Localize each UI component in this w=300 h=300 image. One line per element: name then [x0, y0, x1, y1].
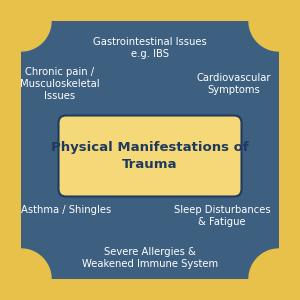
Bar — [21, 21, 279, 279]
Text: Sleep Disturbances
& Fatigue: Sleep Disturbances & Fatigue — [174, 205, 270, 227]
Text: Asthma / Shingles: Asthma / Shingles — [21, 205, 111, 215]
Text: Gastrointestinal Issues
e.g. IBS: Gastrointestinal Issues e.g. IBS — [93, 37, 207, 59]
Text: Physical Manifestations of
Trauma: Physical Manifestations of Trauma — [51, 141, 249, 171]
Polygon shape — [21, 21, 51, 51]
Polygon shape — [249, 21, 279, 51]
Text: Severe Allergies &
Weakened Immune System: Severe Allergies & Weakened Immune Syste… — [82, 247, 218, 269]
FancyBboxPatch shape — [58, 116, 242, 196]
Polygon shape — [21, 249, 51, 279]
Text: Chronic pain /
Musculoskeletal
Issues: Chronic pain / Musculoskeletal Issues — [20, 67, 100, 101]
Polygon shape — [249, 249, 279, 279]
Text: Cardiovascular
Symptoms: Cardiovascular Symptoms — [197, 73, 271, 95]
